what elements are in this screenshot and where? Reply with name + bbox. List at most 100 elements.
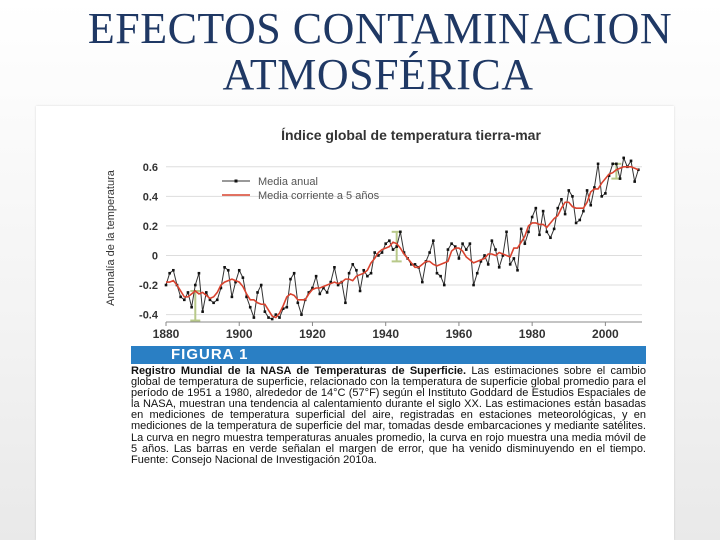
x-tick-label: 2000 — [592, 327, 619, 341]
data-point-annual — [395, 245, 398, 248]
legend-label-running: Media corriente a 5 años — [258, 190, 380, 202]
data-point-annual — [497, 266, 501, 269]
data-point-annual — [384, 242, 387, 245]
y-tick-label: 0.2 — [143, 221, 158, 233]
x-tick-label: 1880 — [153, 327, 180, 341]
data-point-annual — [219, 286, 223, 290]
data-point-annual — [512, 257, 516, 260]
data-point-annual — [179, 295, 182, 299]
slide-title: EFECTOS CONTAMINACION ATMOSFÉRICA — [0, 6, 720, 98]
data-point-annual — [618, 177, 622, 180]
data-point-annual — [523, 242, 527, 245]
data-point-annual — [355, 268, 358, 272]
data-point-annual — [593, 186, 596, 189]
data-point-annual — [391, 248, 395, 251]
data-point-annual — [373, 251, 377, 254]
data-point-annual — [256, 291, 259, 294]
data-point-annual — [435, 271, 439, 275]
data-point-annual — [508, 263, 512, 266]
data-point-annual — [505, 230, 508, 234]
data-point-annual — [560, 198, 563, 201]
caption-text: Las estimaciones sobre el cambio global … — [131, 365, 646, 466]
figure-caption: Registro Mundial de la NASA de Temperatu… — [131, 365, 646, 466]
data-point-annual — [311, 286, 314, 290]
legend-marker-annual — [234, 179, 238, 183]
data-point-annual — [410, 263, 413, 266]
data-point-annual — [431, 239, 435, 242]
data-point-annual — [457, 257, 461, 260]
data-point-annual — [329, 280, 333, 284]
data-point-annual — [296, 301, 300, 305]
legend-label-annual: Media anual — [258, 176, 318, 188]
data-point-annual — [234, 280, 237, 284]
data-point-annual — [582, 209, 585, 213]
data-point-annual — [193, 283, 197, 287]
y-tick-label: -0.2 — [139, 280, 158, 292]
data-point-annual — [428, 251, 431, 254]
data-point-annual — [552, 227, 556, 231]
data-point-annual — [483, 254, 486, 257]
data-point-annual — [388, 239, 391, 242]
data-point-annual — [351, 263, 355, 266]
data-point-annual — [611, 162, 615, 166]
data-point-annual — [453, 245, 457, 248]
data-point-annual — [442, 283, 446, 287]
temperature-chart: Índice global de temperatura tierra-mar -… — [105, 127, 642, 341]
data-point-annual — [604, 192, 607, 195]
data-point-annual — [318, 292, 322, 296]
data-point-annual — [230, 295, 234, 299]
figure-card: Índice global de temperatura tierra-mar -… — [36, 106, 674, 540]
data-point-annual — [377, 254, 380, 257]
data-point-annual — [366, 274, 369, 278]
data-point-annual — [223, 266, 226, 269]
data-point-annual — [208, 298, 212, 302]
data-point-annual — [263, 310, 267, 313]
x-tick-label: 1940 — [372, 327, 399, 341]
data-point-annual — [461, 242, 464, 245]
data-point-annual — [197, 271, 201, 275]
data-point-annual — [278, 316, 281, 319]
x-tick-label: 1980 — [519, 327, 546, 341]
data-point-annual — [571, 195, 574, 198]
data-point-annual — [622, 156, 625, 160]
data-point-annual — [479, 260, 483, 263]
data-point-annual — [439, 274, 442, 278]
data-point-annual — [307, 291, 311, 294]
data-point-annual — [183, 298, 186, 302]
data-point-annual — [486, 263, 490, 266]
series-line-running-mean — [166, 165, 639, 319]
data-point-annual — [248, 305, 252, 309]
figure-label: FIGURA 1 — [131, 346, 646, 364]
data-point-annual — [399, 230, 402, 234]
data-point-annual — [285, 305, 289, 309]
data-point-annual — [534, 206, 538, 210]
data-point-annual — [362, 268, 366, 272]
data-point-annual — [600, 195, 604, 198]
data-point-annual — [358, 289, 362, 293]
data-point-annual — [274, 313, 278, 316]
data-point-annual — [615, 162, 618, 166]
data-point-annual — [589, 203, 593, 207]
data-point-annual — [292, 271, 296, 275]
data-point-annual — [585, 189, 589, 192]
slide-title-line-2: ATMOSFÉRICA — [222, 50, 534, 99]
y-tick-label: -0.4 — [139, 310, 159, 322]
y-tick-label: 0 — [152, 250, 158, 262]
data-point-annual — [380, 251, 384, 254]
data-point-annual — [607, 174, 611, 177]
data-point-annual — [464, 248, 468, 251]
x-tick-label: 1960 — [446, 327, 473, 341]
data-point-annual — [369, 271, 373, 275]
data-point-annual — [563, 212, 567, 216]
data-point-annual — [633, 180, 636, 183]
data-point-annual — [574, 221, 578, 225]
data-point-annual — [490, 239, 494, 242]
data-point-annual — [259, 283, 263, 287]
y-tick-label: 0.4 — [143, 191, 159, 203]
data-point-annual — [527, 230, 530, 234]
data-point-annual — [172, 268, 175, 272]
data-point-annual — [475, 271, 479, 275]
data-point-annual — [446, 248, 450, 251]
x-tick-label: 1900 — [226, 327, 253, 341]
data-point-annual — [421, 280, 424, 284]
